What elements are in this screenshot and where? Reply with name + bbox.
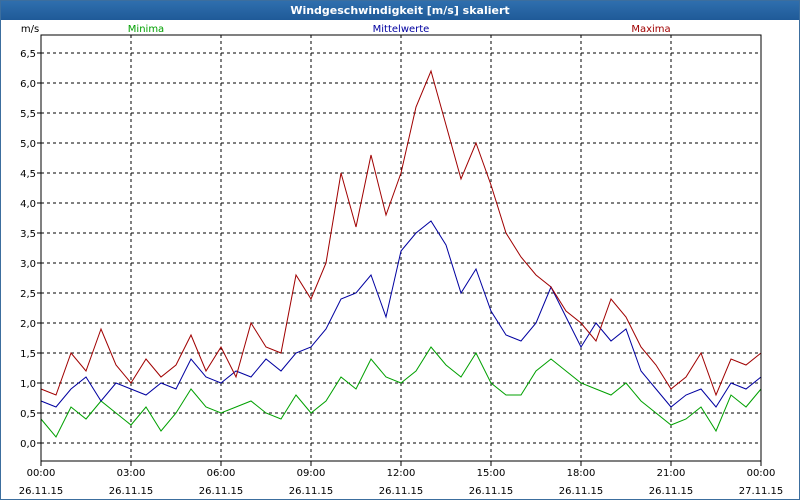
x-tick-date: 26.11.15 [559, 486, 604, 497]
y-axis: 0,0 0,5 1,0 1,5 2,0 2,5 3,0 3,5 4,0 4,5 5,0 5,5 6,0 6… [20, 49, 41, 450]
legend-label-mittelwerte: Mittelwerte [373, 24, 430, 35]
y-tick-label: 5,5 [20, 109, 36, 120]
y-tick-label: 4,5 [20, 169, 36, 180]
window-title: Windgeschwindigkeit [m/s] skaliert [1, 1, 799, 20]
y-tick-label: 6,0 [20, 79, 36, 90]
x-tick-date: 26.11.15 [379, 486, 424, 497]
y-tick-label: 2,5 [20, 289, 36, 300]
x-tick-date: 26.11.15 [19, 486, 64, 497]
x-tick-time: 06:00 [207, 468, 236, 479]
y-tick-label: 5,0 [20, 139, 36, 150]
y-tick-label: 3,5 [20, 229, 36, 240]
x-tick-date: 26.11.15 [649, 486, 694, 497]
y-tick-label: 1,0 [20, 379, 36, 390]
x-tick-date: 26.11.15 [469, 486, 514, 497]
legend-label-maxima: Maxima [631, 24, 670, 35]
y-tick-label: 2,0 [20, 319, 36, 330]
series-layer [40, 69, 762, 438]
y-tick-label: 3,0 [20, 259, 36, 270]
legend-label-minima: Minima [128, 24, 164, 35]
series-line-mittelwerte [40, 220, 762, 408]
x-tick-time: 21:00 [657, 468, 686, 479]
y-tick-label: 0,5 [20, 409, 36, 420]
x-tick-time: 09:00 [297, 468, 326, 479]
series-line-minima [40, 346, 762, 438]
x-tick-time: 18:00 [567, 468, 596, 479]
x-tick-date: 27.11.15 [739, 486, 784, 497]
x-tick-time: 15:00 [477, 468, 506, 479]
x-tick-date: 26.11.15 [199, 486, 244, 497]
x-tick-time: 00:00 [747, 468, 776, 479]
x-tick-date: 26.11.15 [109, 486, 154, 497]
x-tick-time: 00:00 [27, 468, 56, 479]
x-tick-time: 12:00 [387, 468, 416, 479]
y-tick-label: 4,0 [20, 199, 36, 210]
x-axis: 00:00 26.11.15 03:00 26.11.15 06:00 26.11.15 0… [19, 461, 784, 497]
x-tick-date: 26.11.15 [289, 486, 334, 497]
y-tick-label: 6,5 [20, 49, 36, 60]
x-tick-time: 03:00 [117, 468, 146, 479]
series-line-maxima [40, 69, 762, 397]
y-tick-label: 0,0 [20, 439, 36, 450]
wind-speed-chart: 0,0 0,5 1,0 1,5 2,0 2,5 3,0 3,5 4,0 4,5 5,0 5,5 6,0 6… [19, 24, 784, 497]
legend: Minima Mittelwerte Maxima [128, 24, 671, 35]
y-tick-label: 1,5 [20, 349, 36, 360]
y-axis-label: m/s [21, 24, 39, 35]
grid [41, 35, 761, 461]
